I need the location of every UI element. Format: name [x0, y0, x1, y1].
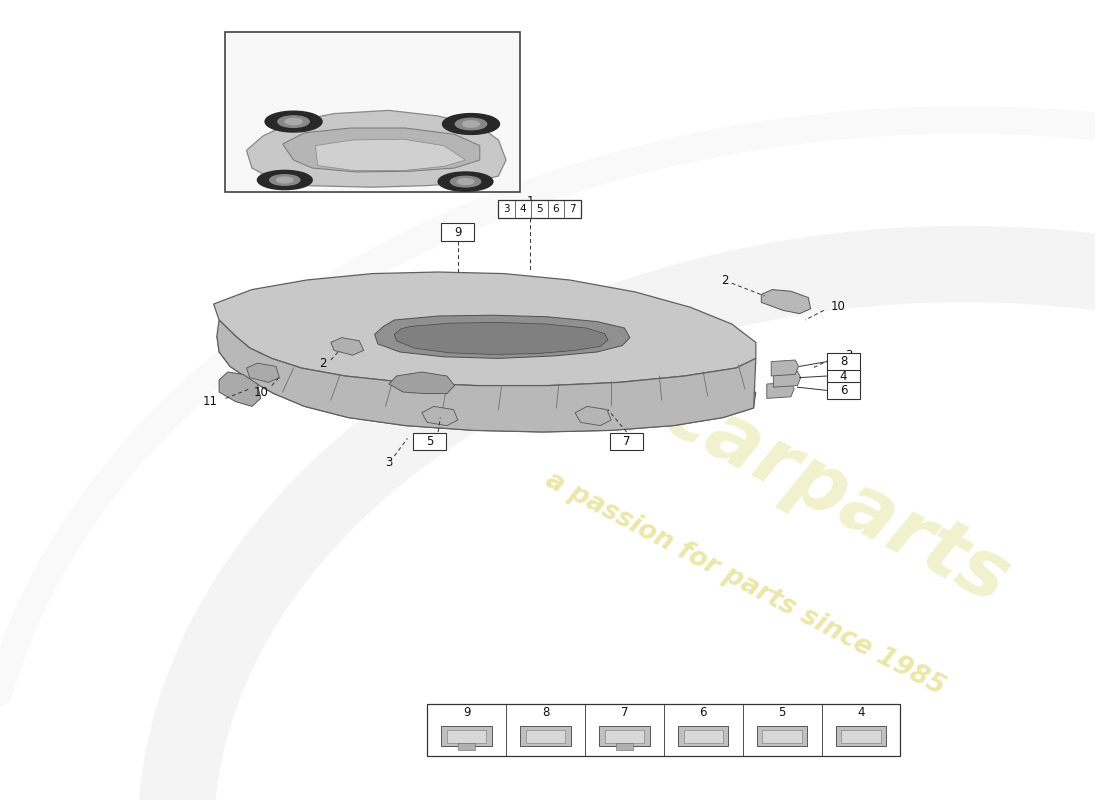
Bar — [842, 730, 881, 743]
Bar — [441, 223, 474, 241]
Bar — [605, 730, 645, 743]
Polygon shape — [771, 360, 799, 376]
Text: a passion for parts since 1985: a passion for parts since 1985 — [541, 467, 949, 701]
Bar — [762, 730, 802, 743]
Bar — [678, 726, 728, 746]
Ellipse shape — [438, 172, 493, 191]
Bar — [224, 32, 520, 192]
Ellipse shape — [285, 118, 303, 125]
Bar — [616, 743, 634, 750]
Polygon shape — [761, 290, 811, 314]
Bar — [412, 433, 446, 450]
Text: 4: 4 — [519, 204, 527, 214]
Ellipse shape — [462, 121, 480, 127]
Text: 6: 6 — [839, 384, 847, 397]
Bar — [610, 433, 643, 450]
Ellipse shape — [270, 174, 300, 186]
Polygon shape — [246, 363, 279, 382]
Bar — [498, 200, 581, 218]
Polygon shape — [331, 338, 364, 355]
Bar — [827, 382, 860, 399]
Ellipse shape — [257, 170, 312, 190]
Bar — [683, 730, 723, 743]
Text: 10: 10 — [830, 300, 846, 313]
Text: 10: 10 — [253, 386, 268, 398]
Text: 5: 5 — [536, 204, 542, 214]
Polygon shape — [421, 406, 458, 426]
Text: 7: 7 — [623, 435, 630, 448]
Ellipse shape — [451, 176, 481, 187]
Text: 6: 6 — [700, 706, 707, 718]
Bar — [526, 730, 565, 743]
Ellipse shape — [455, 118, 486, 130]
Text: 5: 5 — [426, 435, 433, 448]
Bar — [520, 726, 571, 746]
Text: 8: 8 — [542, 706, 549, 718]
Polygon shape — [217, 320, 756, 432]
Polygon shape — [217, 336, 756, 432]
Bar — [827, 367, 860, 385]
Bar — [827, 353, 860, 370]
Polygon shape — [213, 272, 756, 386]
Text: 2: 2 — [319, 358, 327, 370]
Ellipse shape — [442, 114, 499, 134]
Text: 4: 4 — [839, 370, 847, 382]
Polygon shape — [773, 371, 801, 387]
Text: 7: 7 — [569, 204, 575, 214]
Text: 1: 1 — [527, 195, 534, 208]
Text: 6: 6 — [552, 204, 559, 214]
Polygon shape — [219, 372, 261, 406]
Ellipse shape — [458, 178, 474, 185]
Text: 8: 8 — [839, 355, 847, 368]
Text: 4: 4 — [857, 706, 865, 718]
Text: 3: 3 — [385, 456, 393, 469]
Polygon shape — [375, 315, 630, 358]
Bar — [441, 726, 492, 746]
Polygon shape — [767, 382, 794, 398]
Text: 11: 11 — [202, 395, 218, 408]
Bar — [458, 743, 475, 750]
Text: 7: 7 — [620, 706, 628, 718]
Bar — [447, 730, 486, 743]
Polygon shape — [283, 128, 480, 172]
Polygon shape — [394, 322, 608, 354]
Bar — [757, 726, 807, 746]
Polygon shape — [246, 110, 506, 187]
Text: 2: 2 — [722, 274, 729, 286]
Ellipse shape — [276, 177, 293, 183]
Text: 9: 9 — [454, 226, 462, 238]
Text: 3: 3 — [845, 349, 853, 362]
Text: 5: 5 — [779, 706, 785, 718]
Bar — [600, 726, 650, 746]
Ellipse shape — [265, 111, 322, 132]
Polygon shape — [316, 139, 465, 170]
Text: 9: 9 — [463, 706, 471, 718]
Ellipse shape — [278, 116, 309, 127]
Bar — [427, 704, 901, 756]
Text: 3: 3 — [504, 204, 510, 214]
Text: eurocarparts: eurocarparts — [468, 276, 1022, 620]
Polygon shape — [389, 372, 454, 394]
Bar — [836, 726, 887, 746]
Polygon shape — [575, 406, 612, 426]
